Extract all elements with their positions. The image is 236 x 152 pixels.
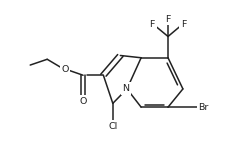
Text: Cl: Cl xyxy=(108,122,118,131)
Text: F: F xyxy=(181,20,186,29)
Text: O: O xyxy=(61,65,69,74)
Text: F: F xyxy=(165,14,171,24)
Text: O: O xyxy=(79,97,87,106)
Text: N: N xyxy=(122,84,129,93)
Text: F: F xyxy=(150,20,155,29)
Text: Br: Br xyxy=(198,103,209,112)
